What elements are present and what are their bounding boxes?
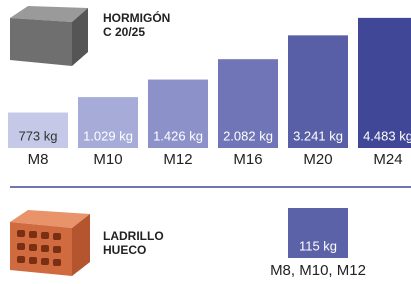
category-label: M10 [93,151,122,168]
concrete-block-icon [10,6,88,66]
category-label: M8, M10, M12 [270,262,366,279]
value-label: 2.082 kg [223,128,273,143]
value-label: 773 kg [18,128,57,143]
value-label: 1.426 kg [153,128,203,143]
chart-title: HORMIGÓN [103,10,170,25]
category-label: M20 [303,151,332,168]
category-label: M8 [28,151,49,168]
value-label: 3.241 kg [293,128,343,143]
category-label: M24 [373,151,402,168]
category-label: M12 [163,151,192,168]
category-label: M16 [233,151,262,168]
value-label: 4.483 kg [363,128,411,143]
chart: HORMIGÓNC 20/25 773 kg M8 1.029 kg M10 1.426 … [0,0,411,284]
chart-title: LADRILLO [103,229,164,243]
value-label: 1.029 kg [83,128,133,143]
chart-title: C 20/25 [103,25,145,39]
brick-icon [10,210,90,276]
chart-title: HUECO [103,243,146,257]
value-label: 115 kg [299,238,337,253]
